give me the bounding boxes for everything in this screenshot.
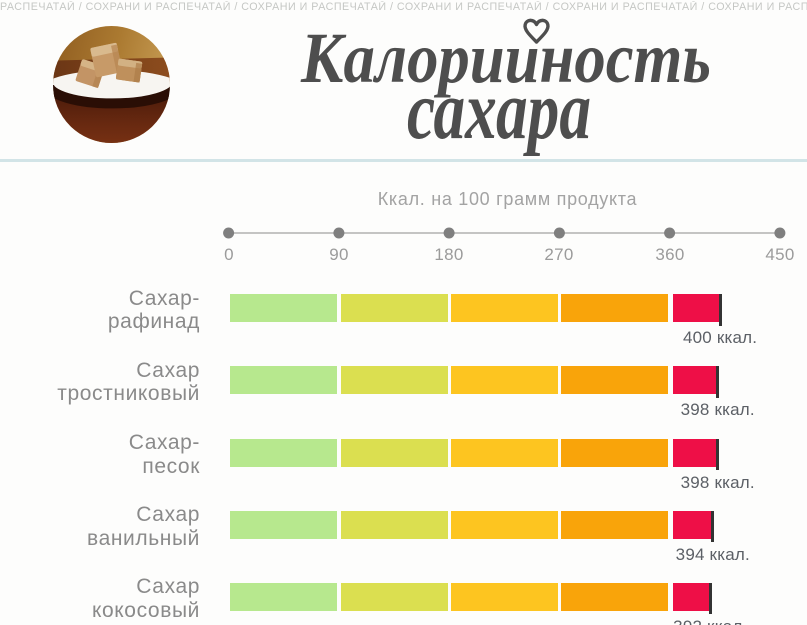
svg-text:сахара: сахара [407, 64, 591, 157]
svg-text:Калорииность: Калорииность [300, 18, 711, 98]
